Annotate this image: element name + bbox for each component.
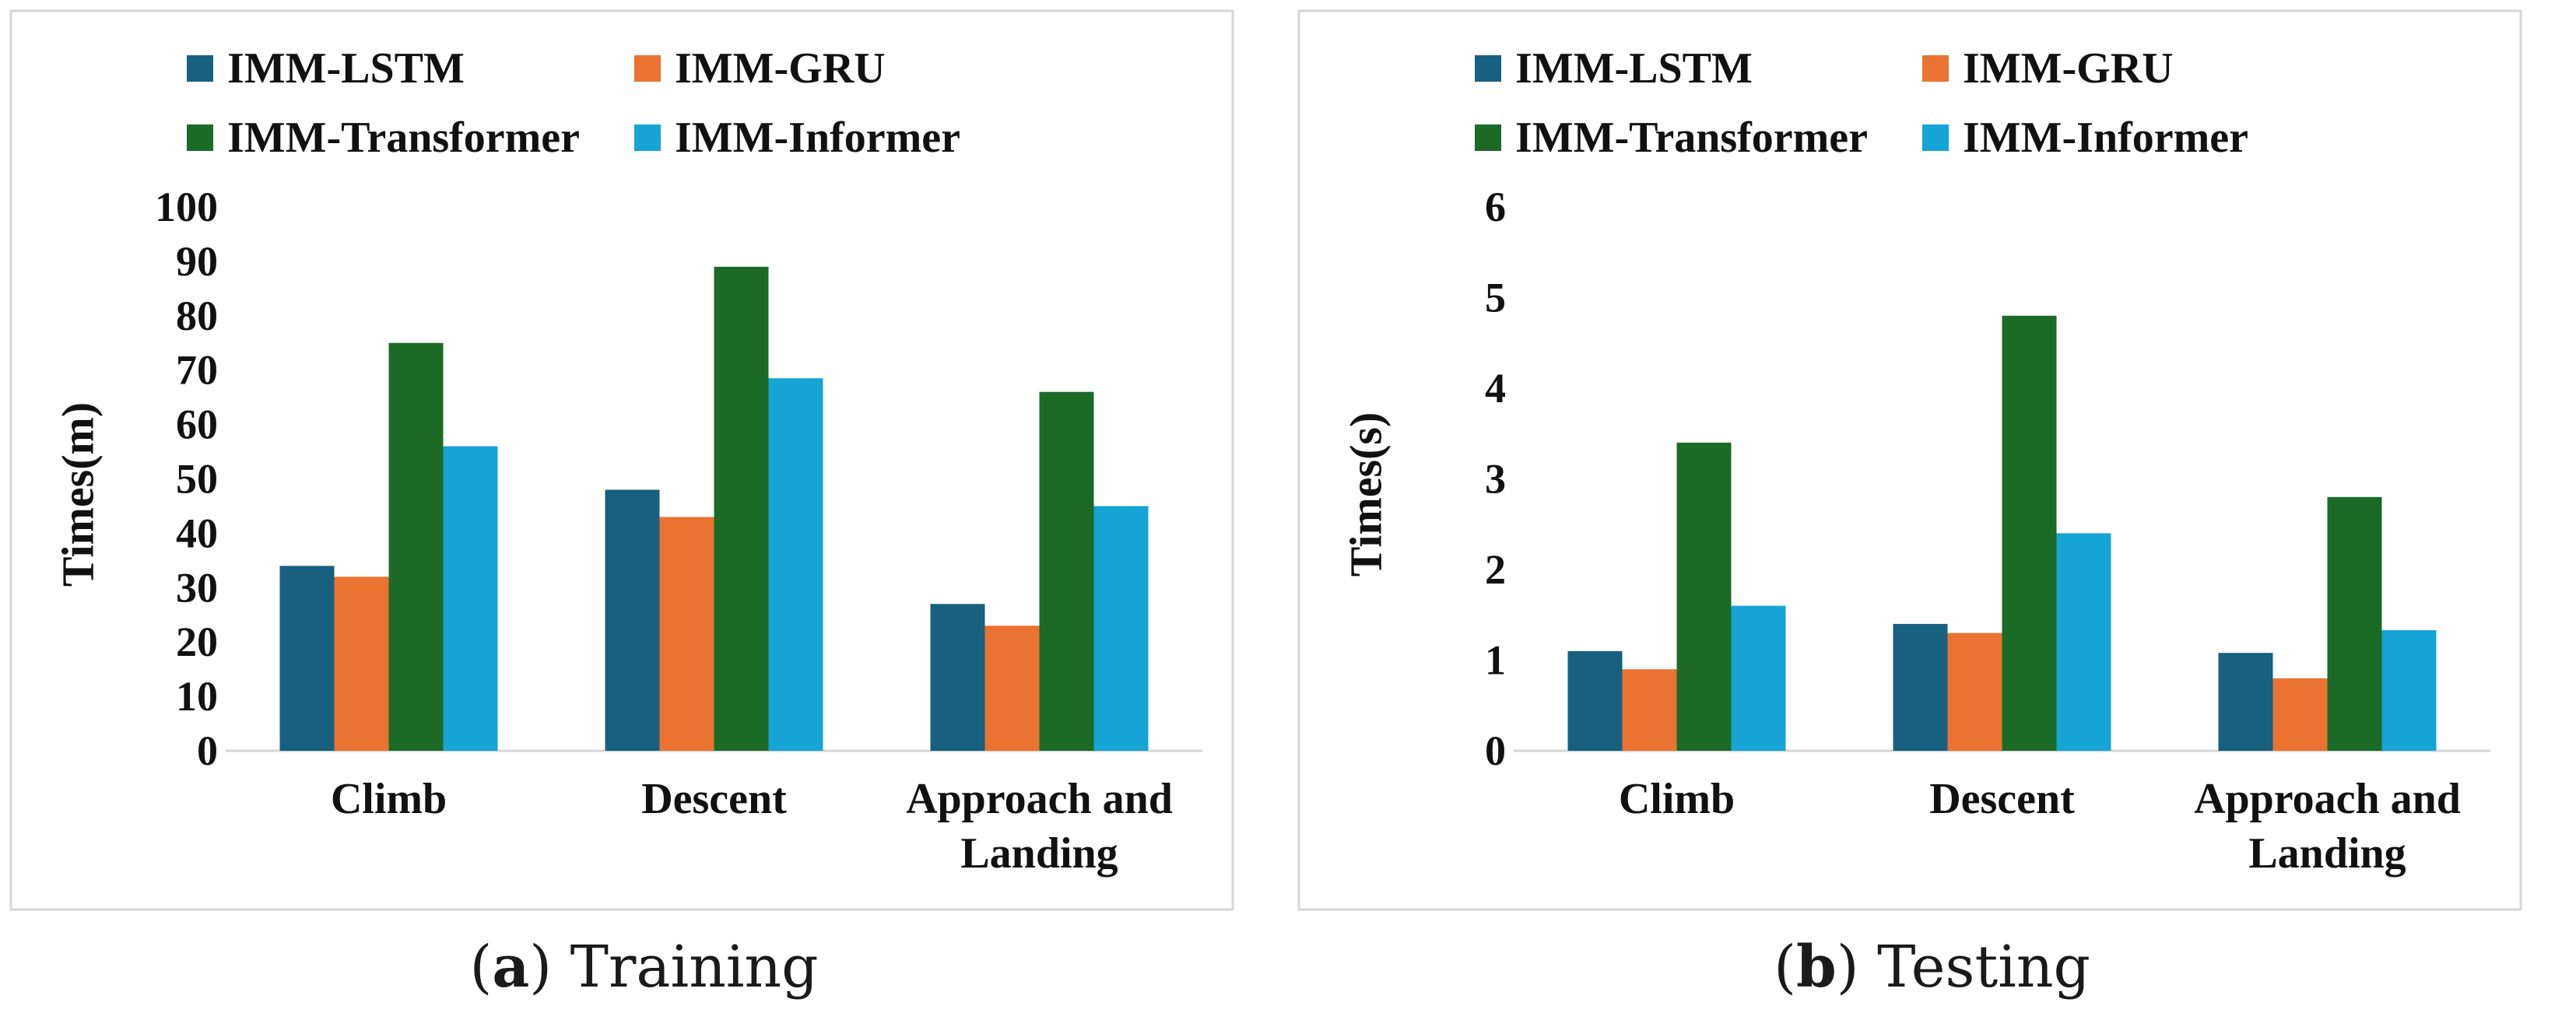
bar-imm-gru-climb bbox=[334, 577, 389, 751]
legend-label-imm-gru: IMM-GRU bbox=[675, 44, 886, 93]
legend-swatch-imm-gru bbox=[1922, 55, 1949, 82]
bar-imm-lstm-approach-and-landing bbox=[930, 604, 985, 751]
bar-imm-lstm-approach-and-landing bbox=[2218, 653, 2273, 751]
bar-imm-gru-approach-and-landing bbox=[984, 626, 1040, 751]
legend-label-imm-gru: IMM-GRU bbox=[1963, 44, 2174, 93]
y-tick-label: 10 bbox=[176, 673, 218, 720]
y-tick-label: 4 bbox=[1485, 365, 1506, 412]
bars bbox=[1567, 315, 2437, 751]
caption-letter: a bbox=[492, 934, 530, 1001]
bar-imm-transformer-descent bbox=[2002, 315, 2057, 751]
bar-imm-gru-descent bbox=[1947, 633, 2002, 751]
y-tick-label: 3 bbox=[1485, 456, 1506, 503]
y-tick-label: 80 bbox=[176, 293, 218, 339]
y-tick-label: 2 bbox=[1485, 546, 1506, 593]
bar-imm-gru-descent bbox=[659, 517, 714, 751]
y-axis-ticks: 0 10 20 30 40 50 60 70 80 90 100 bbox=[155, 184, 218, 774]
y-axis-ticks: 0 1 2 3 4 5 6 bbox=[1485, 184, 1506, 774]
training-chart: IMM-LSTM IMM-GRU IMM-Transformer IMM-Inform… bbox=[9, 9, 1234, 911]
legend-swatch-imm-informer bbox=[634, 124, 661, 151]
bar-imm-lstm-climb bbox=[1567, 650, 1623, 751]
legend-swatch-imm-gru bbox=[634, 55, 661, 82]
y-tick-label: 50 bbox=[176, 456, 218, 503]
y-tick-label: 1 bbox=[1485, 637, 1506, 684]
bar-imm-informer-approach-and-landing bbox=[1093, 506, 1149, 751]
training-caption: (a) Training bbox=[469, 934, 819, 1001]
x-tick-label-descent: Descent bbox=[641, 775, 787, 823]
bar-imm-transformer-descent bbox=[714, 266, 769, 751]
x-tick-label-climb: Climb bbox=[1619, 775, 1735, 823]
bar-imm-informer-descent bbox=[2056, 533, 2111, 751]
testing-panel: IMM-LSTM IMM-GRU IMM-Transformer IMM-Inform… bbox=[1288, 0, 2576, 1013]
y-tick-label: 5 bbox=[1485, 275, 1506, 321]
bar-imm-informer-approach-and-landing bbox=[2381, 630, 2437, 751]
bar-imm-informer-climb bbox=[1731, 605, 1786, 751]
x-tick-label-approach-and-landing: Approach and Landing bbox=[2194, 775, 2461, 878]
legend: IMM-LSTM IMM-GRU IMM-Transformer IMM-Inform… bbox=[1475, 44, 2248, 162]
bar-imm-transformer-approach-and-landing bbox=[1039, 391, 1094, 751]
legend-label-imm-transformer: IMM-Transformer bbox=[1515, 114, 1868, 162]
x-tick-label-climb: Climb bbox=[331, 775, 447, 823]
legend-swatch-imm-lstm bbox=[187, 55, 213, 82]
x-tick-label-descent: Descent bbox=[1929, 775, 2075, 823]
bar-imm-gru-climb bbox=[1622, 669, 1677, 751]
bar-imm-lstm-descent bbox=[605, 489, 660, 751]
legend-label-imm-lstm: IMM-LSTM bbox=[227, 44, 465, 93]
testing-chart: IMM-LSTM IMM-GRU IMM-Transformer IMM-Inform… bbox=[1297, 9, 2522, 911]
bar-imm-transformer-approach-and-landing bbox=[2327, 496, 2382, 751]
x-tick-label-approach-and-landing: Approach and Landing bbox=[906, 775, 1173, 878]
testing-caption: (b) Testing bbox=[1774, 934, 2090, 1001]
bar-imm-informer-climb bbox=[443, 446, 498, 751]
y-tick-label: 0 bbox=[1485, 727, 1506, 774]
y-axis-label: Times(s) bbox=[1341, 412, 1392, 577]
y-axis-label: Times(m) bbox=[53, 402, 104, 587]
legend-label-imm-transformer: IMM-Transformer bbox=[227, 114, 580, 162]
bar-imm-informer-descent bbox=[768, 378, 823, 751]
bar-imm-transformer-climb bbox=[388, 342, 444, 751]
legend-label-imm-informer: IMM-Informer bbox=[675, 114, 960, 162]
y-tick-label: 20 bbox=[176, 619, 218, 665]
bar-imm-gru-approach-and-landing bbox=[2272, 678, 2328, 751]
y-tick-label: 0 bbox=[197, 727, 218, 774]
legend-swatch-imm-lstm bbox=[1475, 55, 1501, 82]
caption-text: Testing bbox=[1877, 934, 2090, 1001]
legend: IMM-LSTM IMM-GRU IMM-Transformer IMM-Inform… bbox=[187, 44, 960, 162]
y-tick-label: 100 bbox=[155, 184, 218, 230]
y-tick-label: 6 bbox=[1485, 184, 1506, 230]
bar-imm-transformer-climb bbox=[1676, 442, 1732, 751]
caption-letter: b bbox=[1795, 934, 1837, 1001]
legend-swatch-imm-transformer bbox=[1475, 124, 1501, 151]
y-tick-label: 30 bbox=[176, 564, 218, 611]
legend-label-imm-lstm: IMM-LSTM bbox=[1515, 44, 1753, 93]
bars bbox=[279, 266, 1149, 751]
y-tick-label: 40 bbox=[176, 510, 218, 556]
legend-label-imm-informer: IMM-Informer bbox=[1963, 114, 2248, 162]
legend-swatch-imm-transformer bbox=[187, 124, 213, 151]
y-tick-label: 70 bbox=[176, 347, 218, 394]
chart-frame bbox=[9, 9, 1234, 911]
chart-frame bbox=[1297, 9, 2522, 911]
y-tick-label: 60 bbox=[176, 401, 218, 448]
bar-imm-lstm-climb bbox=[279, 566, 335, 751]
training-panel: IMM-LSTM IMM-GRU IMM-Transformer IMM-Inform… bbox=[9, 9, 1234, 1001]
y-tick-label: 90 bbox=[176, 238, 218, 285]
legend-swatch-imm-informer bbox=[1922, 124, 1949, 151]
caption-text: Training bbox=[570, 934, 819, 1001]
bar-imm-lstm-descent bbox=[1893, 623, 1948, 751]
